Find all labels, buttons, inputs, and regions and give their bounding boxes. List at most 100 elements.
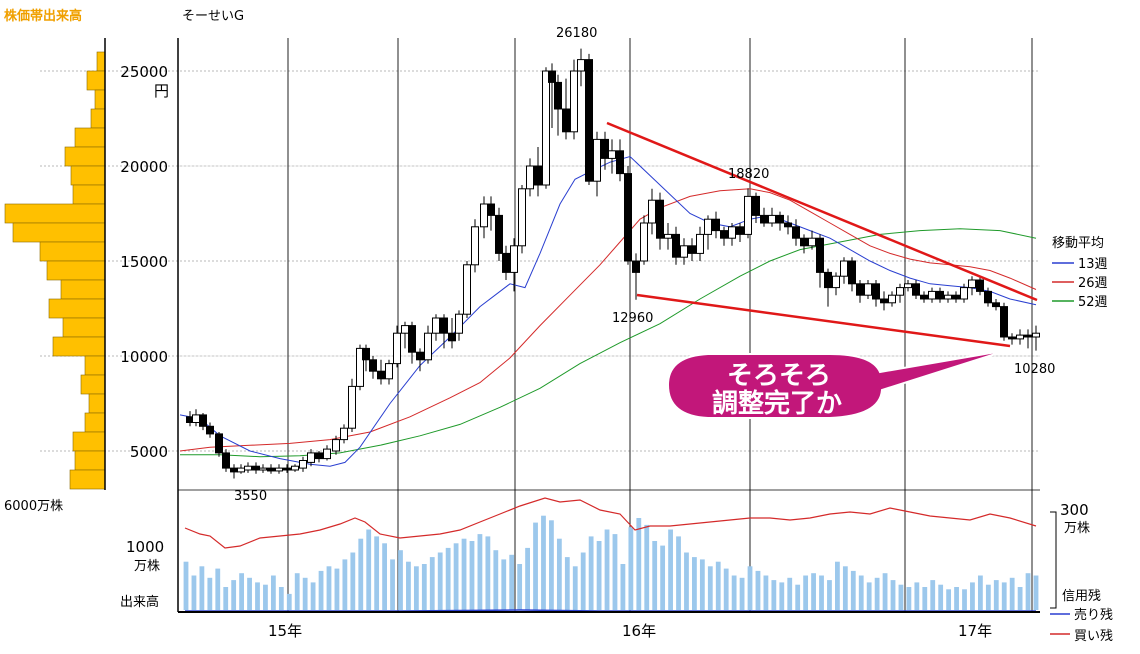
candle-body [369, 359, 377, 372]
candle-body [888, 294, 896, 304]
volume-bar [223, 587, 229, 610]
candle [632, 253, 640, 300]
candle-body [585, 59, 593, 182]
volume-bar [556, 538, 562, 610]
volume-profile-bar [39, 241, 106, 262]
volume-bar [437, 552, 443, 610]
callout-bubble: そろそろ 調整完了か [666, 349, 1009, 419]
candle [824, 268, 832, 307]
candle-body [463, 264, 471, 315]
volume-bar [628, 527, 634, 610]
candle [393, 325, 401, 368]
volume-bar [334, 568, 340, 610]
volume-bar [930, 580, 936, 610]
volume-bar [278, 587, 284, 610]
candle [252, 462, 260, 474]
candle-body [968, 279, 976, 289]
volume-bar [993, 580, 999, 610]
volume-bar [342, 559, 348, 610]
volume-profile-bar [70, 165, 106, 186]
candle-body [768, 214, 776, 224]
candle [664, 223, 672, 250]
volume-bar [207, 577, 213, 610]
margin-sell-line [185, 609, 1036, 612]
volume-bar [445, 547, 451, 610]
candle-body [356, 347, 364, 387]
candle [408, 321, 416, 364]
volume-profile-title: 株価帯出来高 [4, 8, 82, 24]
candle-body [960, 287, 968, 300]
volume-bar [977, 575, 983, 610]
candle [424, 325, 432, 364]
candle-body [848, 260, 856, 285]
volume-profile-bar [84, 355, 106, 376]
volume-bar [374, 536, 380, 610]
volume-profile-bar [96, 51, 106, 72]
candle-body [332, 439, 340, 452]
volume-bar [660, 545, 666, 610]
margin-legend-label-buy: 買い残 [1074, 629, 1113, 644]
volume-bar [731, 575, 737, 610]
volume-bar [525, 547, 530, 610]
candle-body [502, 252, 510, 273]
volume-bar [493, 550, 499, 610]
volume-scale-unit: 万株 [134, 559, 160, 574]
callout-line-1: そろそろ [727, 361, 831, 391]
candle-body [315, 452, 323, 460]
volume-bar [270, 575, 276, 610]
moving-averages [179, 155, 1037, 467]
volume-bar [787, 577, 793, 610]
volume-bar [541, 515, 546, 610]
candle [888, 291, 896, 307]
candle-body [206, 425, 214, 435]
volume-bar [326, 566, 332, 610]
volume-profile-bar [60, 279, 106, 300]
candle-body [696, 233, 704, 254]
candle-body [283, 467, 291, 471]
candle [848, 257, 856, 292]
volume-bar [755, 570, 761, 610]
candle-body [1032, 332, 1040, 338]
candle-body [664, 233, 672, 239]
candle [577, 48, 585, 87]
volume-bar [604, 529, 610, 610]
volume-bar [382, 543, 387, 610]
candle-body [385, 363, 393, 380]
candle-body [608, 150, 616, 159]
volume-profile-bar [74, 450, 106, 471]
candle-body [416, 351, 424, 361]
candle-body [784, 222, 792, 228]
candle-body [616, 150, 624, 175]
volume-profile-bar [80, 374, 106, 395]
volume-bar [954, 587, 959, 610]
candle [463, 261, 471, 318]
candle-body [199, 414, 207, 427]
volume-bar [612, 534, 618, 610]
annotation-26180: 26180 [556, 26, 597, 41]
volume-bar [1017, 587, 1023, 610]
volume-bar [803, 575, 809, 610]
volume-bar [970, 582, 975, 610]
margin-legend: 信用残 売り残 買い残 [1050, 589, 1113, 644]
volume-profile-bar [12, 222, 106, 243]
volume-bar [692, 557, 697, 610]
candle [728, 223, 736, 246]
candle-body [632, 260, 640, 273]
volume-bar [302, 577, 308, 610]
y-tick-label: 25000 [120, 63, 168, 81]
candle-body [856, 283, 864, 296]
volume-bar [239, 573, 245, 610]
candle-body [736, 226, 744, 235]
candle [712, 211, 720, 239]
candle [744, 188, 752, 239]
annotation-3550: 3550 [234, 489, 267, 504]
volume-bar [811, 573, 816, 610]
candle [222, 449, 230, 472]
candle-body [291, 465, 299, 471]
y-tick-label: 15000 [120, 253, 168, 271]
margin-legend-label-sell: 売り残 [1074, 607, 1113, 623]
volume-bar [1025, 573, 1031, 610]
candle [872, 280, 880, 307]
candle [432, 314, 440, 341]
